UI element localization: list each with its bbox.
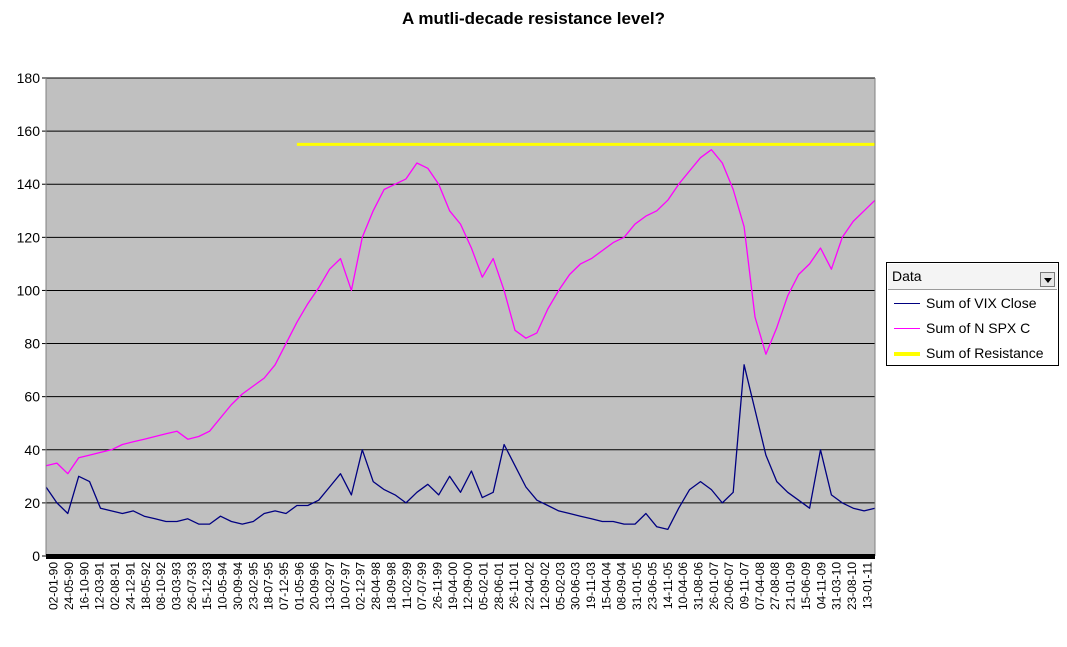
x-tick-label: 02-01-90 [47, 562, 61, 610]
legend-label-spx: Sum of N SPX C [926, 320, 1031, 336]
x-tick-label: 18-05-92 [139, 562, 153, 610]
series-layer [45, 142, 876, 531]
x-tick-label: 26-11-99 [430, 562, 444, 609]
x-tick-label: 03-03-93 [169, 562, 183, 610]
y-tick-label: 20 [24, 495, 40, 511]
x-tick-label: 21-01-09 [784, 562, 798, 610]
legend-swatch-vix [894, 303, 920, 304]
x-tick-label: 31-01-05 [630, 562, 644, 610]
x-tick-label: 02-08-91 [108, 562, 122, 610]
x-tick-label: 23-08-10 [845, 562, 859, 610]
x-tick-label: 07-04-08 [753, 562, 767, 610]
x-tick-label: 30-06-03 [569, 562, 583, 610]
x-tick-label: 28-06-01 [492, 562, 506, 610]
x-tick-label: 12-03-91 [93, 562, 107, 610]
x-tick-label: 13-02-97 [323, 562, 337, 610]
legend-swatch-spx [894, 328, 920, 329]
y-tick-label: 120 [17, 229, 41, 245]
x-tick-label: 24-12-91 [123, 562, 137, 610]
x-tick-label: 15-04-04 [599, 562, 613, 610]
y-axis: 0 20 40 60 80 100 120 140 160 180 [17, 70, 46, 564]
legend-label-vix: Sum of VIX Close [926, 295, 1037, 311]
x-tick-label: 26-01-07 [707, 562, 721, 610]
x-tick-label: 22-04-02 [523, 562, 537, 610]
x-tick-label: 19-04-00 [446, 562, 460, 610]
x-tick-label: 10-05-94 [216, 562, 230, 610]
x-tick-label: 13-01-11 [860, 562, 874, 609]
x-tick-label: 11-02-99 [400, 562, 414, 609]
x-tick-label: 14-11-05 [661, 562, 675, 609]
legend-swatch-resistance [894, 352, 920, 356]
x-tick-label: 26-11-01 [507, 562, 521, 609]
legend-header: Data [888, 264, 1057, 290]
x-tick-label: 27-08-08 [768, 562, 782, 610]
x-tick-label: 10-04-06 [676, 562, 690, 610]
x-tick-label: 09-11-07 [738, 562, 752, 609]
legend-title: Data [892, 268, 922, 284]
chart-title: A mutli-decade resistance level? [402, 9, 665, 28]
legend-item-resistance: Sum of Resistance [890, 343, 1055, 365]
y-tick-label: 100 [17, 282, 41, 298]
x-tick-label: 02-12-97 [354, 562, 368, 610]
x-tick-label: 20-06-07 [722, 562, 736, 610]
x-tick-label: 04-11-09 [814, 562, 828, 609]
x-tick-label: 12-09-00 [461, 562, 475, 610]
legend-item-vix: Sum of VIX Close [890, 293, 1055, 315]
x-tick-label: 15-12-93 [200, 562, 214, 610]
x-tick-label: 31-08-06 [691, 562, 705, 610]
x-tick-label: 23-06-05 [645, 562, 659, 610]
x-tick-label: 18-09-98 [384, 562, 398, 610]
y-tick-label: 40 [24, 442, 40, 458]
x-tick-label: 07-12-95 [277, 562, 291, 610]
legend: Data Sum of VIX Close Sum of N SPX C Sum… [886, 262, 1059, 366]
x-tick-label: 07-07-99 [415, 562, 429, 610]
x-tick-label: 05-02-01 [477, 562, 491, 610]
legend-dropdown-button[interactable] [1040, 272, 1055, 287]
gridlines [46, 77, 875, 504]
series-spx-line [45, 149, 876, 475]
x-tick-label: 10-07-97 [338, 562, 352, 610]
x-tick-label: 05-02-03 [553, 562, 567, 610]
y-tick-label: 180 [17, 70, 41, 86]
y-tick-label: 0 [32, 548, 40, 564]
x-tick-label: 30-09-94 [231, 562, 245, 610]
x-tick-label: 01-05-96 [292, 562, 306, 610]
x-tick-label: 15-06-09 [799, 562, 813, 610]
x-tick-label: 18-07-95 [262, 562, 276, 610]
x-axis: 02-01-90 24-05-90 16-10-90 12-03-91 02-08-91… [47, 562, 875, 610]
x-tick-label: 23-02-95 [246, 562, 260, 610]
y-tick-label: 140 [17, 176, 41, 192]
legend-item-spx: Sum of N SPX C [890, 318, 1055, 340]
y-tick-label: 160 [17, 123, 41, 139]
y-tick-label: 60 [24, 389, 40, 405]
series-vix-close-line [45, 364, 876, 531]
plot-area [46, 78, 875, 556]
x-tick-label: 20-09-96 [308, 562, 322, 610]
legend-label-resistance: Sum of Resistance [926, 345, 1044, 361]
x-tick-label: 28-04-98 [369, 562, 383, 610]
x-tick-label: 19-11-03 [584, 562, 598, 609]
x-tick-label: 26-07-93 [185, 562, 199, 610]
x-tick-label: 08-10-92 [154, 562, 168, 610]
y-tick-label: 80 [24, 336, 40, 352]
x-tick-label: 31-03-10 [830, 562, 844, 610]
x-axis-bar [46, 554, 875, 559]
x-tick-label: 24-05-90 [62, 562, 76, 610]
x-tick-label: 12-09-02 [538, 562, 552, 610]
x-tick-label: 16-10-90 [77, 562, 91, 610]
x-tick-label: 08-09-04 [615, 562, 629, 610]
